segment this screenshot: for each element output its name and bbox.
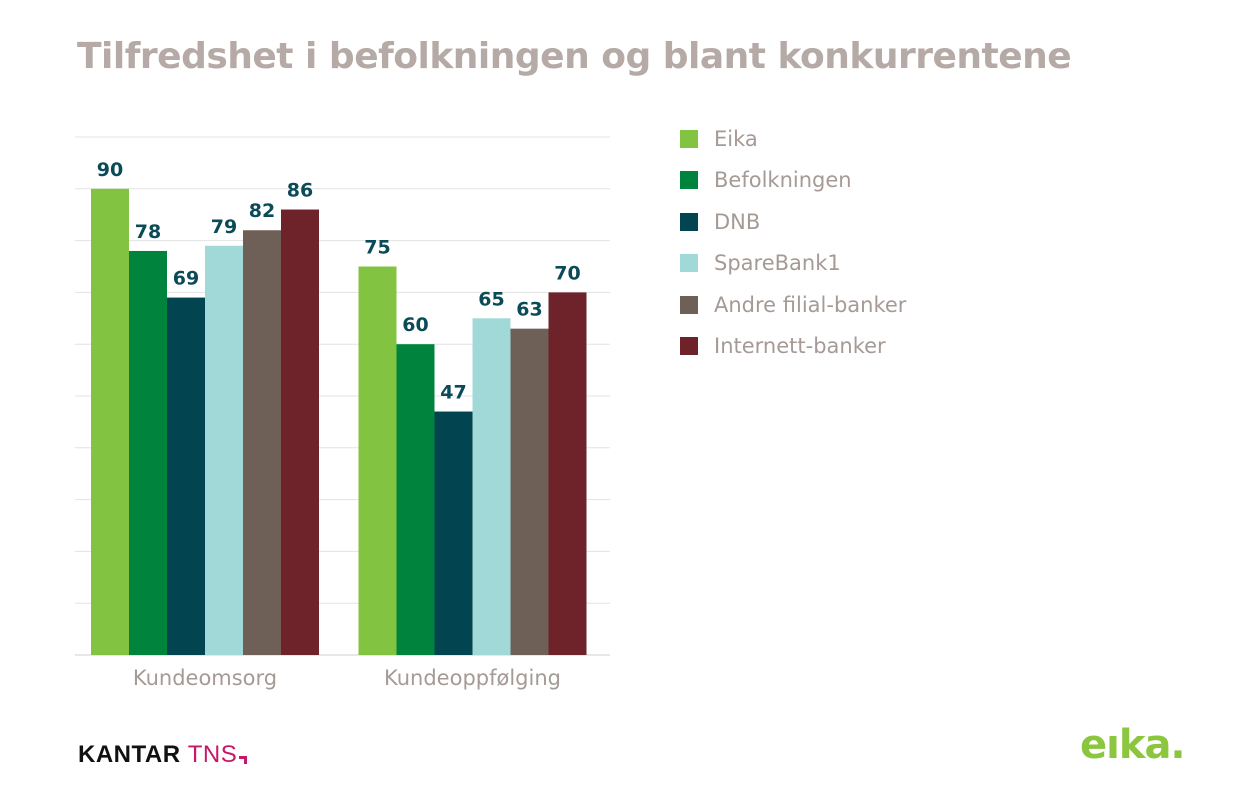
data-label: 70 <box>554 262 580 284</box>
bars <box>91 188 587 656</box>
legend-item: Eika <box>680 118 906 160</box>
bar <box>396 344 435 655</box>
legend-swatch <box>680 171 698 190</box>
bar <box>358 266 397 655</box>
legend-item: SpareBank1 <box>680 243 906 285</box>
data-label: 65 <box>478 288 504 310</box>
legend-swatch <box>680 129 698 148</box>
legend-item: DNB <box>680 201 906 243</box>
legend-swatch <box>680 212 698 231</box>
legend-label: Eika <box>714 126 758 151</box>
tns-logo-text: TNS <box>187 741 238 768</box>
legend-label: Befolkningen <box>714 168 852 193</box>
data-label: 69 <box>173 268 199 290</box>
data-label: 90 <box>97 159 123 181</box>
data-label: 79 <box>211 216 237 238</box>
bar <box>510 328 549 655</box>
legend: Eika Befolkningen DNB SpareBank1 Andre filia… <box>680 118 906 367</box>
bar <box>472 318 511 655</box>
kantar-tns-logo: KANTAR TNS <box>78 741 248 769</box>
tns-mark-icon <box>239 756 248 764</box>
eika-logo: eıka. <box>1080 722 1186 768</box>
bar <box>281 209 319 655</box>
legend-item: Internett-banker <box>680 326 906 368</box>
bar <box>167 297 205 655</box>
data-label: 47 <box>440 382 466 404</box>
kantar-logo-text: KANTAR <box>78 741 181 768</box>
legend-label: DNB <box>714 209 761 234</box>
legend-item: Andre filial-banker <box>680 284 906 326</box>
value-labels: 90 78 69 79 82 86 75 60 47 65 63 70 <box>97 159 581 404</box>
data-label: 60 <box>402 314 428 336</box>
legend-label: Andre filial-banker <box>714 292 907 317</box>
category-labels: Kundeomsorg Kundeoppfølging <box>133 666 561 690</box>
legend-swatch <box>680 295 698 314</box>
legend-item: Befolkningen <box>680 160 906 202</box>
category-label: Kundeoppfølging <box>384 666 561 690</box>
category-label: Kundeomsorg <box>133 666 277 690</box>
legend-label: Internett-banker <box>714 334 886 359</box>
bar <box>91 188 129 656</box>
bar <box>243 230 281 656</box>
legend-label: SpareBank1 <box>714 251 841 276</box>
legend-swatch <box>680 254 698 273</box>
chart-title: Tilfredshet i befolkningen og blant konk… <box>77 36 1072 77</box>
data-label: 63 <box>516 299 542 321</box>
bar <box>434 411 473 655</box>
data-label: 78 <box>135 221 161 243</box>
data-label: 75 <box>364 237 390 259</box>
legend-swatch <box>680 337 698 356</box>
data-label: 82 <box>249 200 275 222</box>
data-label: 86 <box>287 180 313 202</box>
bar <box>205 245 243 655</box>
bar <box>129 250 167 655</box>
bar <box>548 292 587 655</box>
